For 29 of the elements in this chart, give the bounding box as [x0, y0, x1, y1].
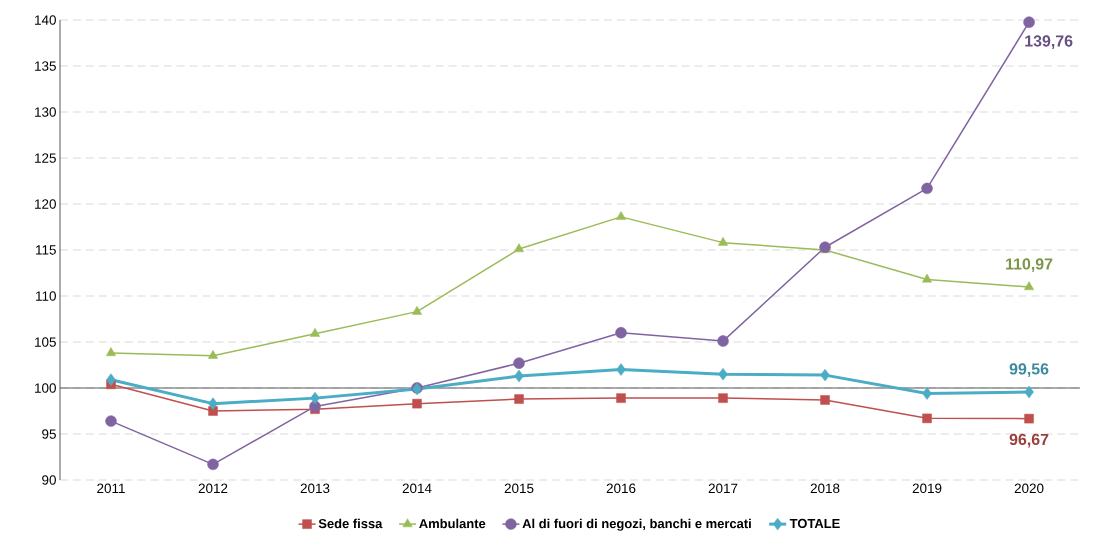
x-tick-label: 2020 — [1014, 483, 1044, 494]
y-tick-label: 110 — [36, 291, 56, 301]
x-tick-label: 2012 — [198, 483, 228, 494]
y-tick-label: 120 — [35, 199, 56, 209]
x-tick-label: 2015 — [504, 483, 534, 494]
y-tick-label: 100 — [35, 383, 56, 393]
x-tick-label: 2017 — [708, 483, 738, 494]
data-label: 110,97 — [1006, 258, 1053, 272]
x-tick-label: 2016 — [606, 483, 636, 494]
y-tick-label: 140 — [35, 15, 56, 25]
y-tick-label: 125 — [35, 153, 56, 163]
x-tick-label: 2018 — [810, 483, 840, 494]
y-tick-label: 90 — [42, 475, 56, 485]
legend-label: Ambulante — [419, 518, 486, 529]
data-label: 139,76 — [1025, 35, 1073, 49]
y-tick-label: 115 — [36, 245, 56, 255]
y-tick-label: 95 — [42, 429, 56, 439]
y-tick-label: 105 — [35, 337, 56, 347]
data-label: 96,67 — [1009, 433, 1049, 448]
legend-label: Al di fuori di negozi, banchi e mercati — [522, 518, 751, 531]
y-tick-label: 135 — [35, 61, 56, 71]
x-tick-label: 2011 — [97, 483, 125, 494]
legend-label: TOTALE — [789, 518, 840, 529]
x-tick-label: 2013 — [300, 483, 330, 494]
x-tick-label: 2019 — [912, 483, 942, 494]
data-label: 99,56 — [1009, 363, 1049, 377]
y-tick-label: 130 — [35, 107, 56, 117]
legend-label: Sede fissa — [318, 518, 383, 529]
x-tick-label: 2014 — [402, 483, 432, 494]
